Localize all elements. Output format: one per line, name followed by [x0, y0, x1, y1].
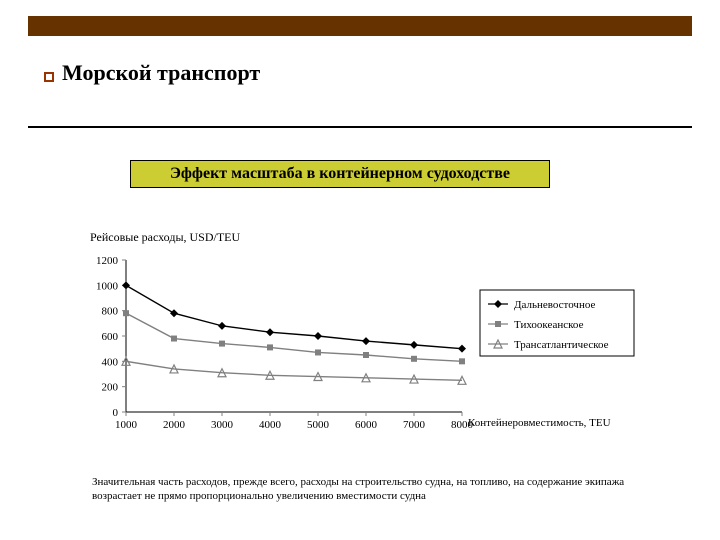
svg-text:4000: 4000	[259, 419, 282, 431]
svg-text:400: 400	[102, 356, 119, 368]
svg-text:3000: 3000	[211, 419, 234, 431]
svg-text:Тихоокеанское: Тихоокеанское	[514, 319, 584, 331]
svg-text:600: 600	[102, 331, 119, 343]
svg-text:5000: 5000	[307, 419, 330, 431]
svg-text:1000: 1000	[96, 280, 119, 292]
svg-text:6000: 6000	[355, 419, 378, 431]
top-bar	[28, 16, 692, 36]
svg-text:800: 800	[102, 306, 119, 318]
svg-text:1200: 1200	[96, 255, 119, 267]
svg-text:2000: 2000	[163, 419, 186, 431]
svg-text:1000: 1000	[115, 419, 138, 431]
svg-text:Контейнеровместимость, TEU: Контейнеровместимость, TEU	[468, 417, 611, 429]
title-bullet	[44, 72, 54, 82]
svg-text:Трансатлантическое: Трансатлантическое	[514, 339, 609, 351]
svg-text:7000: 7000	[403, 419, 426, 431]
divider	[28, 126, 692, 128]
chart: 0 200 400 600 800 1000 1200 1000 2000 3000 4000 500…	[82, 254, 642, 450]
svg-text:200: 200	[102, 382, 119, 394]
svg-text:Дальневосточное: Дальневосточное	[514, 299, 595, 311]
body-text: Значительная часть расходов, прежде всег…	[92, 476, 650, 504]
subtitle-box: Эффект масштаба в контейнерном судоходст…	[130, 160, 550, 188]
y-axis-caption: Рейсовые расходы, USD/TEU	[90, 230, 240, 245]
page-title: Морской транспорт	[62, 60, 260, 86]
svg-text:0: 0	[113, 407, 119, 419]
